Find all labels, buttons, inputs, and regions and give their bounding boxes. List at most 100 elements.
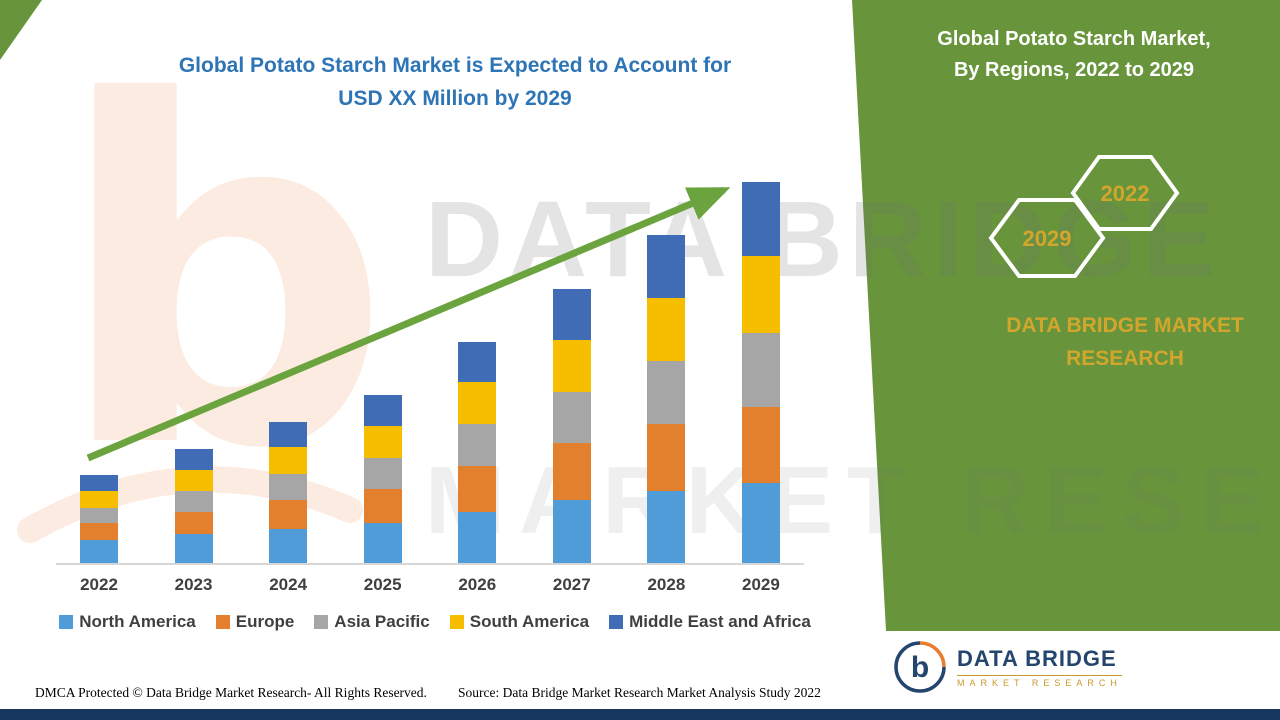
legend-label: North America xyxy=(79,612,196,631)
x-axis-label-2023: 2023 xyxy=(174,575,213,594)
stacked-bar-2023 xyxy=(174,448,213,563)
bar-segment-middle-east-and-africa xyxy=(647,235,686,299)
stacked-bar-chart xyxy=(56,165,804,565)
legend-swatch xyxy=(59,615,74,629)
legend-item-north-america: North America xyxy=(59,612,196,632)
bar-segment-north-america xyxy=(552,500,591,563)
chart-title-line1: Global Potato Starch Market is Expected … xyxy=(178,54,732,77)
right-panel-heading-line2: By Regions, 2022 to 2029 xyxy=(953,59,1195,81)
stacked-bar-2029 xyxy=(741,182,780,563)
bar-segment-south-america xyxy=(80,490,118,508)
legend-swatch xyxy=(215,615,230,629)
stacked-bar-2027 xyxy=(552,288,591,563)
bar-segment-middle-east-and-africa xyxy=(174,448,213,470)
bar-segment-europe xyxy=(174,511,213,535)
bar-segment-asia-pacific xyxy=(80,507,118,524)
bar-segment-asia-pacific xyxy=(647,361,686,424)
hexagon-2022-label: 2022 xyxy=(1101,181,1150,206)
data-bridge-logo: b DATA BRIDGE MARKET RESEARCH xyxy=(893,640,1122,694)
bar-segment-north-america xyxy=(174,534,213,563)
legend-label: Middle East and Africa xyxy=(629,612,811,631)
right-panel-brand-line1: DATA BRIDGE MARKET xyxy=(1006,314,1244,337)
legend-label: Asia Pacific xyxy=(334,612,430,631)
x-axis-label-2024: 2024 xyxy=(269,575,308,594)
bar-segment-europe xyxy=(363,488,402,523)
x-axis-label-2029: 2029 xyxy=(742,575,780,594)
bar-segment-north-america xyxy=(458,511,497,563)
stacked-bar-2022 xyxy=(80,475,118,563)
bar-segment-middle-east-and-africa xyxy=(552,288,591,341)
bar-segment-asia-pacific xyxy=(269,473,308,501)
year-hexagon-badges: 2029 2022 xyxy=(988,155,1180,278)
legend-swatch xyxy=(449,615,464,629)
dmca-copyright-text: DMCA Protected © Data Bridge Market Rese… xyxy=(35,685,427,700)
x-axis-label-2022: 2022 xyxy=(80,575,118,594)
bar-segment-europe xyxy=(458,465,497,512)
x-axis-label-2026: 2026 xyxy=(458,575,497,594)
x-axis-labels: 2022 2023 2024 2025 2026 2027 2028 2029 xyxy=(56,575,804,595)
bar-segment-asia-pacific xyxy=(363,458,402,489)
bar-segment-south-america xyxy=(458,382,497,424)
bar-segment-south-america xyxy=(363,425,402,459)
legend-item-south-america: South America xyxy=(449,612,590,632)
logo-name-text: DATA BRIDGE xyxy=(957,646,1117,671)
bar-segment-south-america xyxy=(741,256,780,333)
chart-title: Global Potato Starch Market is Expected … xyxy=(105,50,805,115)
bar-segment-north-america xyxy=(269,528,308,563)
stacked-bar-2028 xyxy=(647,235,686,563)
bar-segment-middle-east-and-africa xyxy=(80,475,118,491)
right-panel-heading-line1: Global Potato Starch Market, xyxy=(937,28,1211,50)
data-bridge-logo-icon: b xyxy=(894,641,946,693)
hexagon-2022-badge: 2022 xyxy=(1070,155,1180,231)
bar-segment-middle-east-and-africa xyxy=(269,422,308,447)
legend-item-asia-pacific: Asia Pacific xyxy=(314,612,430,632)
legend-label: Europe xyxy=(235,612,295,631)
bar-segment-north-america xyxy=(80,540,118,563)
legend-swatch xyxy=(314,615,329,629)
bar-segment-asia-pacific xyxy=(741,332,780,407)
bar-segment-middle-east-and-africa xyxy=(458,342,497,383)
chart-title-line2: USD XX Million by 2029 xyxy=(338,86,572,110)
stacked-bar-2025 xyxy=(363,395,402,563)
bar-segment-asia-pacific xyxy=(458,423,497,466)
bar-segment-south-america xyxy=(269,446,308,474)
bar-segment-north-america xyxy=(647,490,686,563)
legend: North America Europe Asia Pacific South Ame… xyxy=(40,612,830,632)
logo-subtitle-text: MARKET RESEARCH xyxy=(957,675,1122,688)
x-axis-label-2028: 2028 xyxy=(647,575,686,594)
logo-letter: b xyxy=(911,651,929,684)
hexagon-2029-badge: 2029 xyxy=(988,198,1106,278)
right-panel-brand-text: DATA BRIDGE MARKET RESEARCH xyxy=(955,310,1280,375)
bar-segment-asia-pacific xyxy=(552,391,591,444)
right-panel-heading: Global Potato Starch Market, By Regions,… xyxy=(900,24,1248,86)
source-text: Source: Data Bridge Market Research Mark… xyxy=(458,685,821,700)
bottom-navy-strip xyxy=(0,709,1280,720)
stacked-bar-2024 xyxy=(269,422,308,563)
bar-segment-middle-east-and-africa xyxy=(363,395,402,426)
bar-segment-south-america xyxy=(174,469,213,491)
legend-item-middle-east-and-africa: Middle East and Africa xyxy=(609,612,811,632)
bar-segment-europe xyxy=(552,443,591,501)
hexagon-2029-label: 2029 xyxy=(1023,226,1072,251)
legend-swatch xyxy=(609,615,624,629)
bar-segment-south-america xyxy=(647,298,686,362)
bar-segment-middle-east-and-africa xyxy=(741,182,780,257)
logo-wordmark: DATA BRIDGE MARKET RESEARCH xyxy=(957,646,1122,688)
x-axis-label-2025: 2025 xyxy=(363,575,402,594)
legend-label: South America xyxy=(469,612,590,631)
bar-segment-north-america xyxy=(363,523,402,563)
bar-segment-europe xyxy=(647,423,686,491)
legend-item-europe: Europe xyxy=(215,612,295,632)
bar-segment-asia-pacific xyxy=(174,490,213,512)
x-axis-label-2027: 2027 xyxy=(552,575,591,594)
bar-segment-south-america xyxy=(552,340,591,392)
stacked-bar-2026 xyxy=(458,342,497,563)
bar-segment-north-america xyxy=(741,483,780,563)
bar-segment-europe xyxy=(741,406,780,483)
right-panel-brand-line2: RESEARCH xyxy=(1066,346,1184,370)
top-left-corner-accent xyxy=(0,0,42,60)
bar-segment-europe xyxy=(80,523,118,541)
bar-segment-europe xyxy=(269,500,308,529)
